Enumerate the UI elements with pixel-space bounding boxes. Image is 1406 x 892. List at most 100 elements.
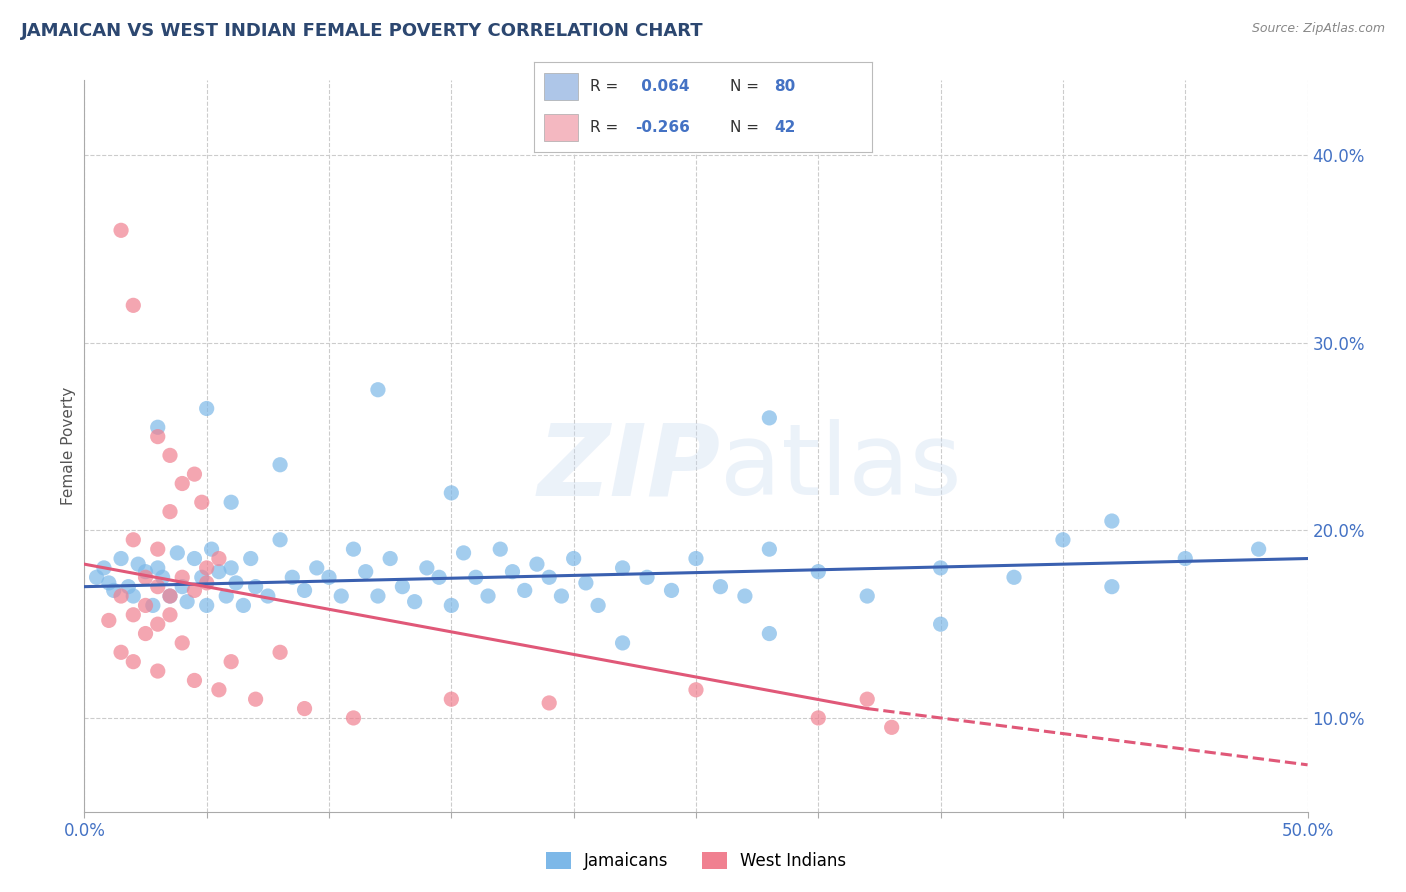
Point xyxy=(1101,514,1123,528)
Point xyxy=(122,589,145,603)
Point xyxy=(110,223,132,237)
Point xyxy=(1052,533,1074,547)
Point xyxy=(219,495,242,509)
Point xyxy=(97,614,120,628)
Point xyxy=(159,505,181,519)
Point xyxy=(142,599,165,613)
Point xyxy=(191,570,214,584)
Point xyxy=(159,589,181,603)
Point xyxy=(501,565,523,579)
Point xyxy=(1174,551,1197,566)
Point xyxy=(318,570,340,584)
Point xyxy=(294,701,316,715)
Point xyxy=(453,546,475,560)
Point xyxy=(427,570,450,584)
Point xyxy=(856,589,879,603)
Point xyxy=(661,583,683,598)
Point xyxy=(612,636,634,650)
Point xyxy=(172,476,194,491)
Point xyxy=(146,542,169,557)
Point xyxy=(526,557,548,571)
Text: Source: ZipAtlas.com: Source: ZipAtlas.com xyxy=(1251,22,1385,36)
Point xyxy=(391,580,413,594)
Point xyxy=(195,401,218,416)
Point xyxy=(200,542,222,557)
Point xyxy=(152,570,174,584)
Point xyxy=(685,682,707,697)
Point xyxy=(245,692,267,706)
Point xyxy=(758,542,780,557)
Point xyxy=(166,546,188,560)
Point xyxy=(709,580,731,594)
Text: atlas: atlas xyxy=(720,419,962,516)
Point xyxy=(110,645,132,659)
Point xyxy=(513,583,536,598)
Point xyxy=(122,298,145,312)
Point xyxy=(367,589,389,603)
Point xyxy=(342,542,364,557)
Point xyxy=(807,565,830,579)
Point xyxy=(538,570,561,584)
Point xyxy=(93,561,115,575)
Point xyxy=(135,570,157,584)
Point xyxy=(929,617,952,632)
Point xyxy=(172,570,194,584)
Point xyxy=(176,595,198,609)
Point xyxy=(183,551,205,566)
Point xyxy=(734,589,756,603)
Point xyxy=(612,561,634,575)
Point xyxy=(440,692,463,706)
Point xyxy=(225,575,247,590)
Text: R =: R = xyxy=(591,120,623,135)
Point xyxy=(183,467,205,482)
Point xyxy=(416,561,439,575)
Text: R =: R = xyxy=(591,79,623,94)
Point xyxy=(135,626,157,640)
Point xyxy=(135,599,157,613)
Point xyxy=(195,575,218,590)
Point xyxy=(146,561,169,575)
Point xyxy=(586,599,609,613)
Point xyxy=(477,589,499,603)
Point xyxy=(117,580,139,594)
Point xyxy=(86,570,108,584)
Point xyxy=(636,570,658,584)
Point xyxy=(1002,570,1025,584)
Point xyxy=(135,565,157,579)
Point xyxy=(146,617,169,632)
Point xyxy=(195,561,218,575)
Point xyxy=(856,692,879,706)
Legend: Jamaicans, West Indians: Jamaicans, West Indians xyxy=(538,845,853,877)
Point xyxy=(208,682,231,697)
Point xyxy=(146,420,169,434)
Point xyxy=(807,711,830,725)
Point xyxy=(367,383,389,397)
Point xyxy=(172,580,194,594)
Text: 80: 80 xyxy=(773,79,796,94)
Point xyxy=(330,589,353,603)
Point xyxy=(269,458,291,472)
Text: N =: N = xyxy=(730,79,763,94)
Point xyxy=(380,551,402,566)
Point xyxy=(146,429,169,443)
Point xyxy=(685,551,707,566)
Point xyxy=(122,655,145,669)
Point xyxy=(110,589,132,603)
Text: JAMAICAN VS WEST INDIAN FEMALE POVERTY CORRELATION CHART: JAMAICAN VS WEST INDIAN FEMALE POVERTY C… xyxy=(21,22,704,40)
Point xyxy=(575,575,598,590)
Text: N =: N = xyxy=(730,120,763,135)
Y-axis label: Female Poverty: Female Poverty xyxy=(60,387,76,505)
Point xyxy=(281,570,304,584)
Point xyxy=(146,580,169,594)
Point xyxy=(127,557,149,571)
Point xyxy=(232,599,254,613)
Point xyxy=(146,664,169,678)
FancyBboxPatch shape xyxy=(544,114,578,141)
Point xyxy=(538,696,561,710)
Text: 42: 42 xyxy=(773,120,796,135)
Point xyxy=(305,561,328,575)
Point xyxy=(257,589,280,603)
Point xyxy=(354,565,377,579)
Point xyxy=(219,655,242,669)
Point xyxy=(159,589,181,603)
